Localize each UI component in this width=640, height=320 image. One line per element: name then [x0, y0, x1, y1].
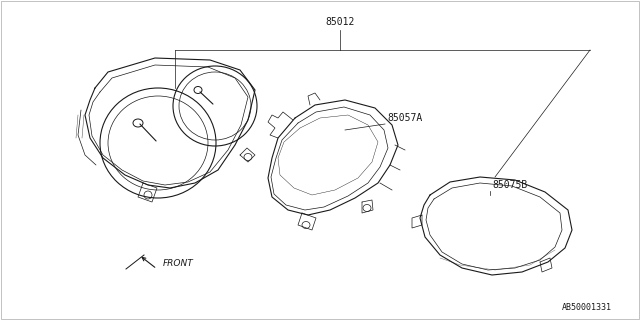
Text: 85075B: 85075B — [492, 180, 527, 190]
Text: 85057A: 85057A — [387, 113, 422, 123]
Text: FRONT: FRONT — [163, 260, 194, 268]
Text: AB50001331: AB50001331 — [562, 303, 612, 313]
Text: 85012: 85012 — [325, 17, 355, 27]
